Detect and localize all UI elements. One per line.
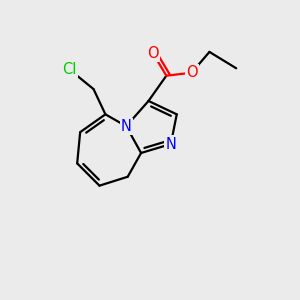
Text: N: N: [165, 136, 176, 152]
Text: O: O: [186, 65, 197, 80]
Text: Cl: Cl: [63, 62, 77, 77]
Text: N: N: [121, 119, 132, 134]
Text: O: O: [147, 46, 159, 61]
